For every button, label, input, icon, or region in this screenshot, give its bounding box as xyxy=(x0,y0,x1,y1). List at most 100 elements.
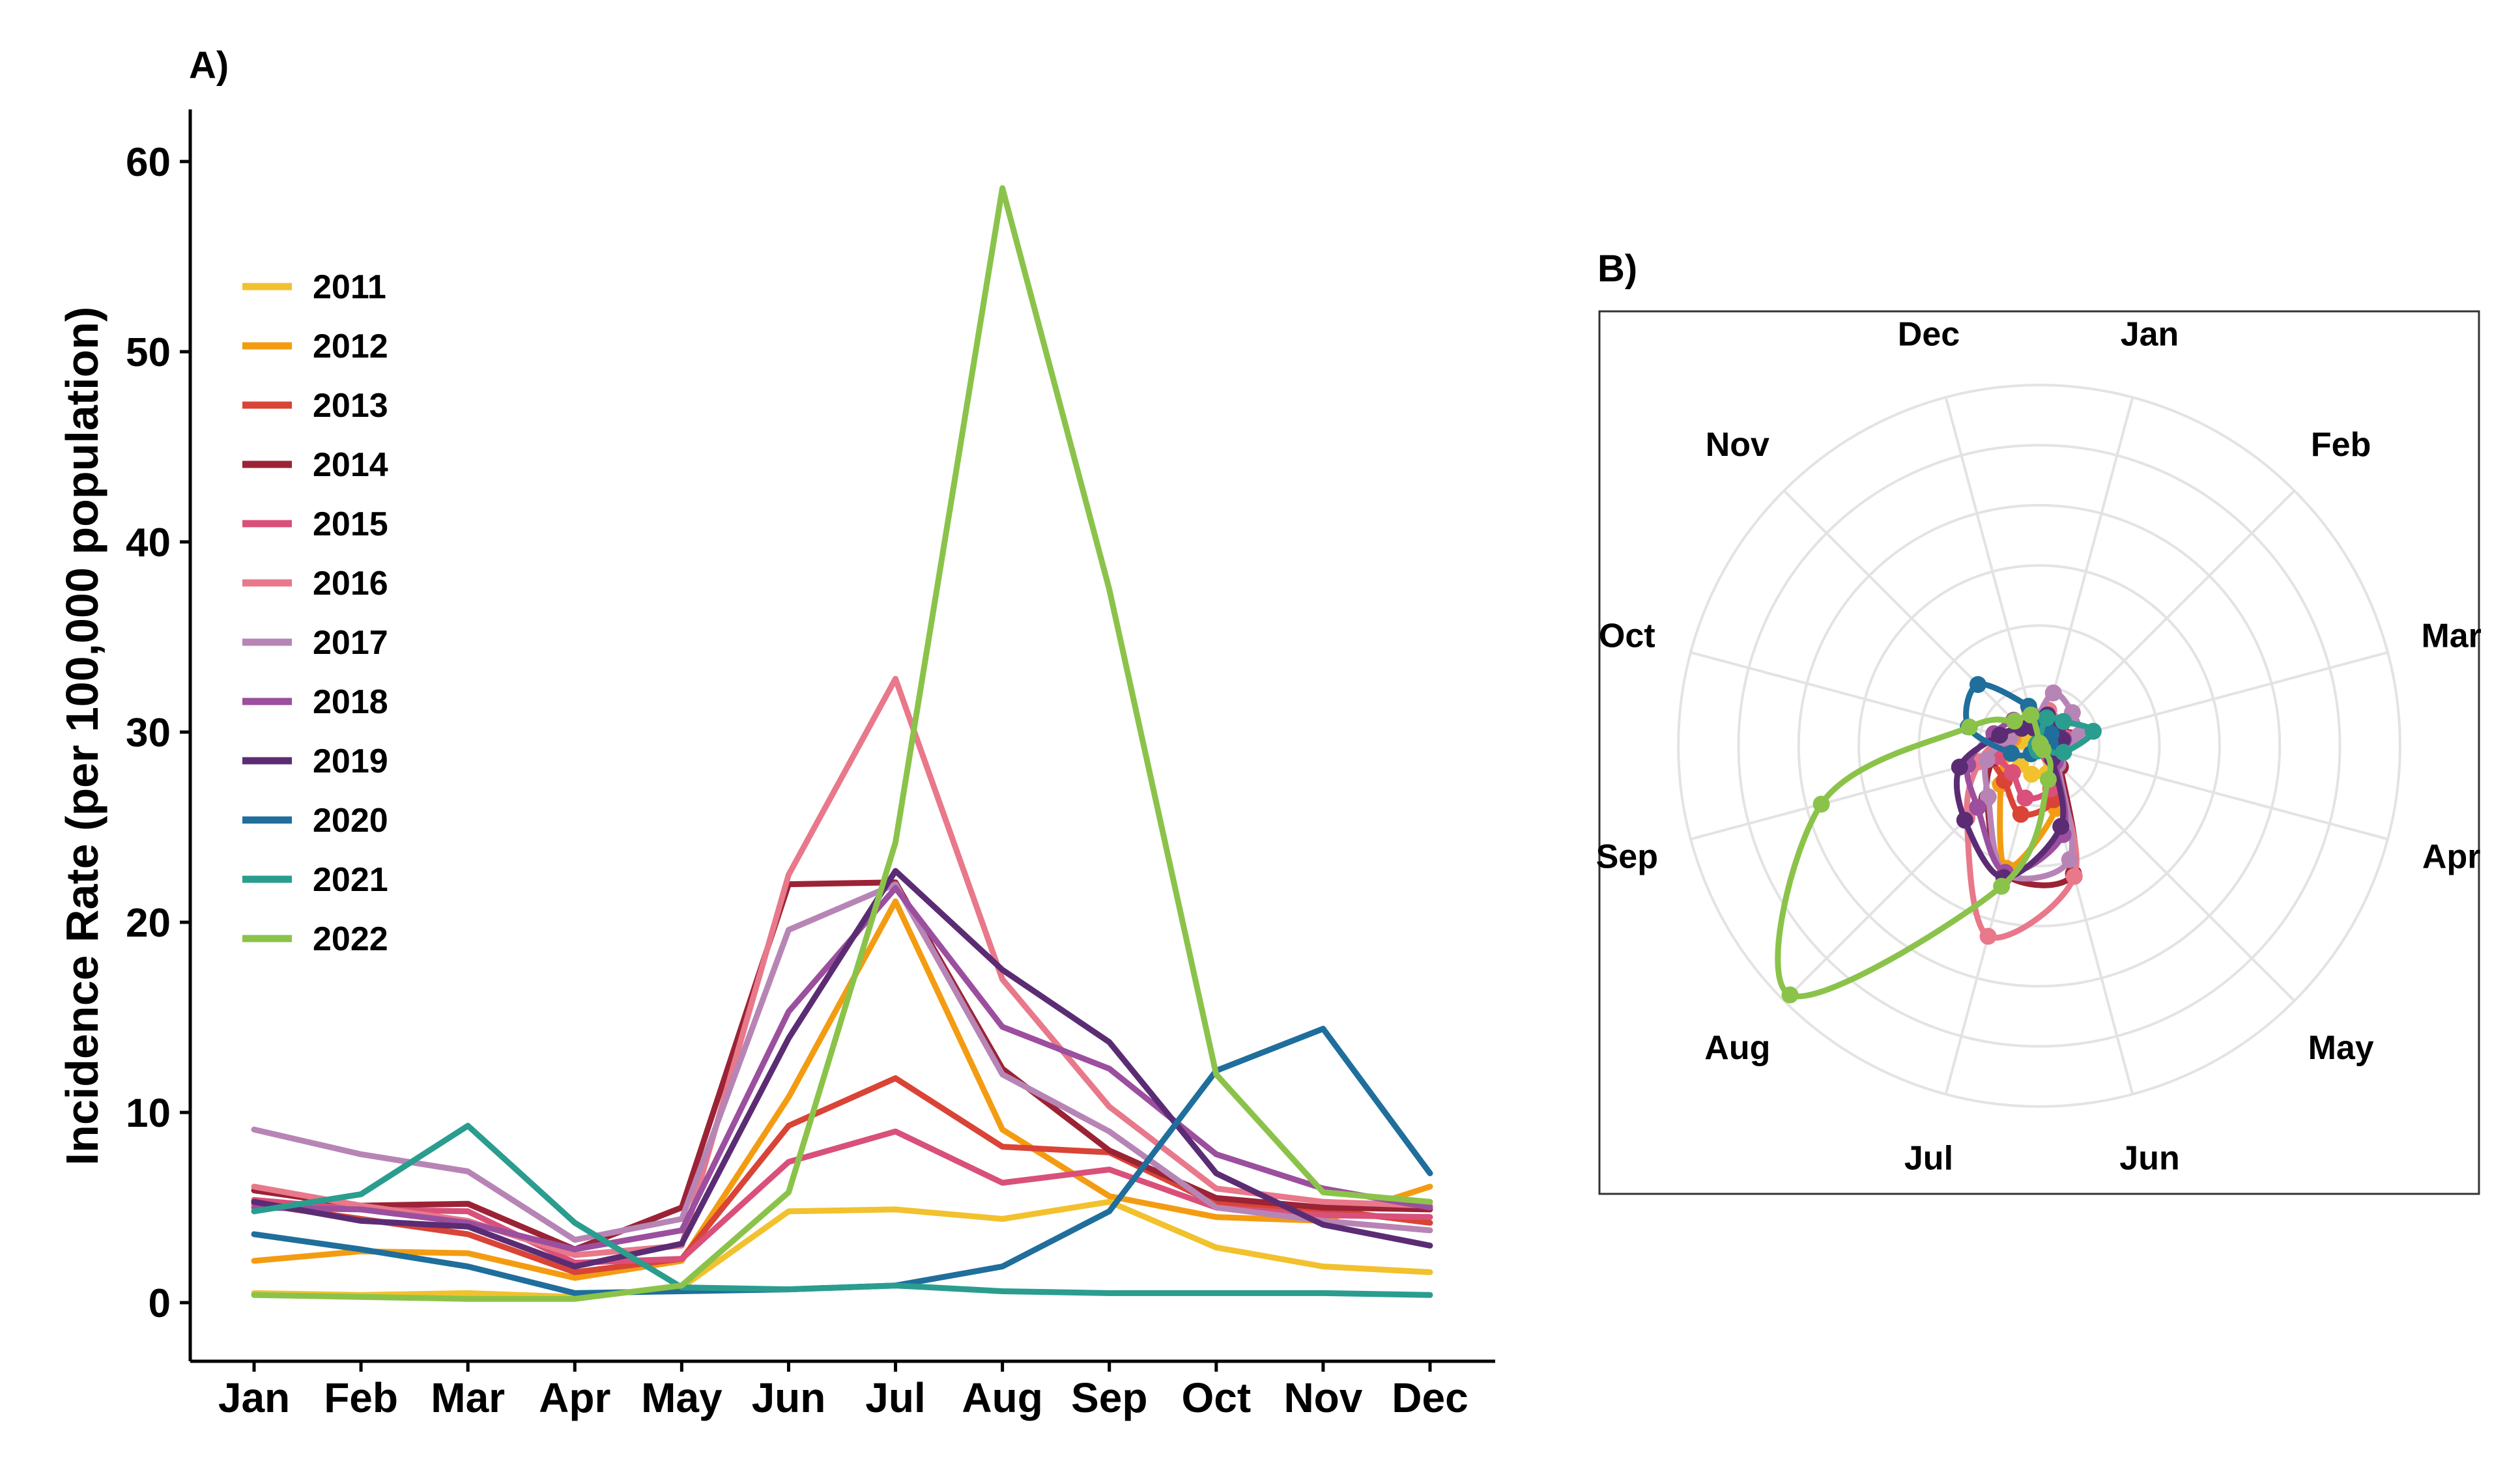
x-tick-label: Jan xyxy=(218,1374,290,1421)
legend: 2011 2012 2013 2014 2015 2016 2017 2018 2019 2020… xyxy=(242,268,388,958)
legend-label: 2020 xyxy=(313,802,388,840)
panel-a: A) Incidence Rate (per 100,000 populatio… xyxy=(57,44,1495,1421)
polar-point xyxy=(2003,744,2020,762)
angular-grid-line xyxy=(2038,489,2296,747)
series-line-2022 xyxy=(251,185,1433,1302)
polar-point xyxy=(2055,713,2072,730)
month-label-feb: Feb xyxy=(2311,426,2371,464)
series-line-2012 xyxy=(251,898,1433,1281)
y-tick-label: 30 xyxy=(126,711,171,756)
month-label-may: May xyxy=(2308,1029,2374,1067)
panel-b-label: B) xyxy=(1597,248,1637,290)
month-label-jul: Jul xyxy=(1904,1140,1953,1178)
month-label-jan: Jan xyxy=(2121,315,2179,353)
polar-point xyxy=(1951,758,1968,776)
x-tick-label: May xyxy=(641,1374,723,1421)
x-tick-label: Feb xyxy=(324,1374,398,1421)
series-line-2014 xyxy=(251,879,1433,1252)
x-tick-label: Jun xyxy=(752,1374,826,1421)
x-tick-label: Mar xyxy=(431,1374,505,1421)
month-label-jun: Jun xyxy=(2119,1140,2179,1178)
legend-label: 2012 xyxy=(313,328,388,365)
legend-label: 2016 xyxy=(313,565,388,602)
y-axis-label: Incidence Rate (per 100,000 population) xyxy=(57,307,107,1166)
y-tick-label: 0 xyxy=(149,1281,171,1326)
month-label-oct: Oct xyxy=(1599,617,1655,655)
month-label-sep: Sep xyxy=(1596,838,1658,876)
month-label-dec: Dec xyxy=(1898,315,1960,353)
legend-label: 2022 xyxy=(313,920,388,958)
y-tick-label: 10 xyxy=(126,1091,171,1136)
angular-grid-line xyxy=(1783,489,2040,747)
legend-label: 2017 xyxy=(313,624,388,662)
series-line-2011 xyxy=(251,1198,1433,1300)
polar-point xyxy=(2034,741,2052,758)
polar-point xyxy=(2012,806,2029,823)
x-tick-label: Oct xyxy=(1181,1374,1251,1421)
legend-label: 2021 xyxy=(313,861,388,899)
x-tick-label: Apr xyxy=(539,1374,610,1421)
polar-point xyxy=(1978,751,1996,769)
polar-series xyxy=(1775,676,2102,1004)
legend-label: 2015 xyxy=(313,505,388,543)
y-ticks: 0 10 20 30 40 50 60 xyxy=(126,140,190,1326)
x-tick-label: Nov xyxy=(1283,1374,1362,1421)
y-tick-label: 50 xyxy=(126,330,171,375)
legend-label: 2014 xyxy=(313,446,388,484)
polar-grid xyxy=(1677,384,2401,1108)
polar-series-2022 xyxy=(1775,706,2057,1004)
polar-point xyxy=(2084,722,2102,740)
polar-point xyxy=(1979,788,1997,806)
polar-point xyxy=(1991,726,2009,744)
angular-grid-line xyxy=(1690,651,2040,747)
month-label-mar: Mar xyxy=(2421,617,2481,655)
angular-grid-line xyxy=(2039,744,2388,841)
polar-point xyxy=(1781,986,1799,1004)
legend-label: 2018 xyxy=(313,683,388,721)
radial-grid-circle xyxy=(1797,503,2282,988)
legend-label: 2011 xyxy=(313,268,386,306)
angular-grid-line xyxy=(1944,397,2040,746)
polar-point xyxy=(2039,771,2057,788)
series-line-2013 xyxy=(251,1075,1433,1275)
month-label-aug: Aug xyxy=(1704,1029,1770,1067)
polar-point xyxy=(1961,718,1978,736)
panel-b: B) Jan Feb Mar Apr May Jun Jul Aug Sep Oct Nov Dec xyxy=(1596,248,2482,1195)
polar-point xyxy=(2038,709,2055,727)
polar-point xyxy=(2052,817,2070,835)
y-tick-label: 20 xyxy=(126,901,171,946)
x-tick-label: Sep xyxy=(1071,1374,1147,1421)
polar-month-labels: Jan Feb Mar Apr May Jun Jul Aug Sep Oct Nov Dec xyxy=(1596,315,2482,1177)
polar-point xyxy=(1969,676,1986,693)
polar-point xyxy=(1993,877,2011,895)
month-label-nov: Nov xyxy=(1706,426,1769,464)
month-label-apr: Apr xyxy=(2422,838,2481,876)
polar-point xyxy=(1969,799,1986,816)
x-tick-label: Jul xyxy=(865,1374,925,1421)
legend-label: 2013 xyxy=(313,387,388,425)
polar-point xyxy=(1979,927,1997,945)
series-lines xyxy=(251,185,1433,1302)
x-tick-label: Aug xyxy=(962,1374,1042,1421)
angular-grid-line xyxy=(2038,744,2296,1002)
polar-point xyxy=(2003,764,2021,782)
legend-label: 2019 xyxy=(313,743,388,780)
y-tick-label: 40 xyxy=(126,520,171,565)
polar-point xyxy=(2055,744,2072,761)
polar-point xyxy=(2006,713,2024,730)
polar-point xyxy=(2023,765,2040,783)
x-ticks: Jan Feb Mar Apr May Jun Jul Aug Sep Oct Nov Dec xyxy=(218,1361,1468,1421)
radial-grid-circle xyxy=(1737,444,2341,1048)
radial-grid-circle xyxy=(1677,384,2401,1108)
polar-point xyxy=(2022,706,2040,724)
polar-point xyxy=(2065,868,2083,885)
polar-point xyxy=(2061,851,2078,868)
y-tick-label: 60 xyxy=(126,140,171,185)
polar-point xyxy=(1956,812,1973,829)
series-line-2019 xyxy=(251,868,1433,1269)
polar-point xyxy=(2016,789,2034,807)
series-line-2021 xyxy=(251,1122,1433,1298)
polar-point xyxy=(2044,684,2062,701)
polar-point xyxy=(1812,795,1830,813)
